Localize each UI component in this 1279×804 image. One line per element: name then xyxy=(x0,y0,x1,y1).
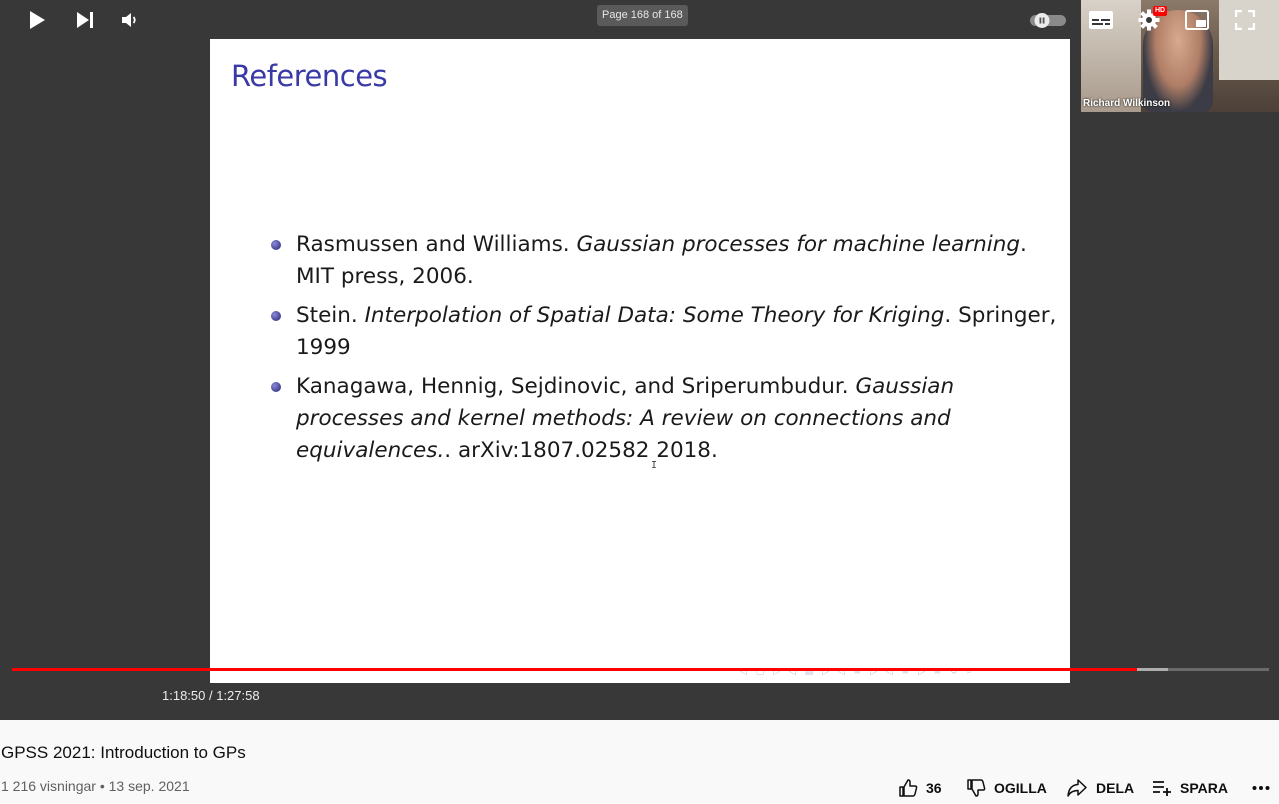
progress-bar[interactable] xyxy=(12,668,1269,671)
upload-date: 13 sep. 2021 xyxy=(108,778,190,794)
reference-title-punct: . xyxy=(444,438,452,463)
dislike-label: OGILLA xyxy=(994,780,1047,796)
miniplayer-button[interactable] xyxy=(1181,0,1213,40)
played-bar xyxy=(12,668,1137,671)
video-meta: 1 216 visningar • 13 sep. 2021 xyxy=(1,778,190,794)
current-time: 1:18:50 xyxy=(162,688,206,703)
reference-publisher: Springer, 1999 xyxy=(296,303,1057,360)
duration: 1:27:58 xyxy=(216,688,260,703)
time-display: 1:18:50 / 1:27:58 xyxy=(162,676,260,716)
miniplayer-icon xyxy=(1185,10,1209,30)
reference-authors: Rasmussen and Williams. xyxy=(296,232,570,257)
reference-item: Stein. Interpolation of Spatial Data: So… xyxy=(270,300,1060,364)
autoplay-toggle-icon xyxy=(1030,13,1066,28)
playlist-add-icon xyxy=(1153,781,1171,796)
time-separator: / xyxy=(205,688,217,703)
play-icon xyxy=(30,11,45,29)
next-button[interactable] xyxy=(68,0,102,40)
reference-title-punct: . xyxy=(1020,232,1027,257)
reference-publisher: MIT press, 2006. xyxy=(296,264,474,289)
bullet-icon xyxy=(271,311,281,321)
like-count: 36 xyxy=(926,780,942,796)
bullet-icon xyxy=(271,382,281,392)
reference-publisher: arXiv:1807.02582 2018. xyxy=(457,438,718,463)
thumbs-down-icon xyxy=(967,779,986,797)
reference-title: Gaussian processes for machine learning xyxy=(576,232,1021,257)
play-button[interactable] xyxy=(20,0,54,40)
video-title: GPSS 2021: Introduction to GPs xyxy=(1,743,246,762)
save-label: SPARA xyxy=(1180,780,1228,796)
reference-title: Gaussian processes and kernel methods: A… xyxy=(296,374,955,463)
hd-badge: HD xyxy=(1153,6,1168,16)
reference-title-punct: . xyxy=(944,303,952,328)
more-actions-button[interactable] xyxy=(1252,776,1278,800)
slide-title: References xyxy=(231,59,388,93)
reference-authors: Kanagawa, Hennig, Sejdinovic, and Sriper… xyxy=(296,374,849,399)
share-icon xyxy=(1067,779,1087,797)
fullscreen-icon xyxy=(1235,10,1255,30)
bullet-icon xyxy=(271,240,281,250)
reference-item: Rasmussen and Williams. Gaussian process… xyxy=(270,229,1060,293)
text-cursor-icon: I xyxy=(651,460,658,471)
autoplay-toggle[interactable] xyxy=(1028,0,1068,40)
share-label: DELA xyxy=(1096,780,1135,796)
dislike-button[interactable]: OGILLA xyxy=(966,776,1047,800)
subtitles-button[interactable] xyxy=(1085,0,1117,40)
thumbs-up-icon xyxy=(899,779,918,797)
fullscreen-button[interactable] xyxy=(1229,0,1261,40)
reference-authors: Stein. xyxy=(296,303,358,328)
reference-list: Rasmussen and Williams. Gaussian process… xyxy=(270,229,1060,474)
like-button[interactable]: 36 xyxy=(898,776,942,800)
share-button[interactable]: DELA xyxy=(1066,776,1134,800)
slide: References Rasmussen and Williams. Gauss… xyxy=(210,39,1070,683)
webcam-name: Richard Wilkinson xyxy=(1083,98,1171,109)
volume-icon xyxy=(122,13,136,27)
save-button[interactable]: SPARA xyxy=(1152,776,1228,800)
slide-navigation-icons: ◁ ▢ ▷ ◁ ▤ ▷ ◁ ≡ ▷ ◁ ≡ ▷ ≡ ↺ ⌕ xyxy=(740,667,975,677)
more-horizontal-icon xyxy=(1252,786,1270,790)
reference-item: Kanagawa, Hennig, Sejdinovic, and Sriper… xyxy=(270,371,1060,467)
video-player[interactable]: Page 168 of 168 References Rasmussen and… xyxy=(0,0,1279,720)
page-indicator: Page 168 of 168 xyxy=(597,5,688,26)
settings-button[interactable]: HD xyxy=(1133,0,1168,40)
reference-title: Interpolation of Spatial Data: Some Theo… xyxy=(364,303,945,328)
subtitles-icon xyxy=(1089,11,1113,29)
view-count: 1 216 visningar xyxy=(1,778,96,794)
volume-button[interactable] xyxy=(114,0,146,40)
gear-icon xyxy=(1138,9,1160,31)
next-icon xyxy=(77,12,93,28)
